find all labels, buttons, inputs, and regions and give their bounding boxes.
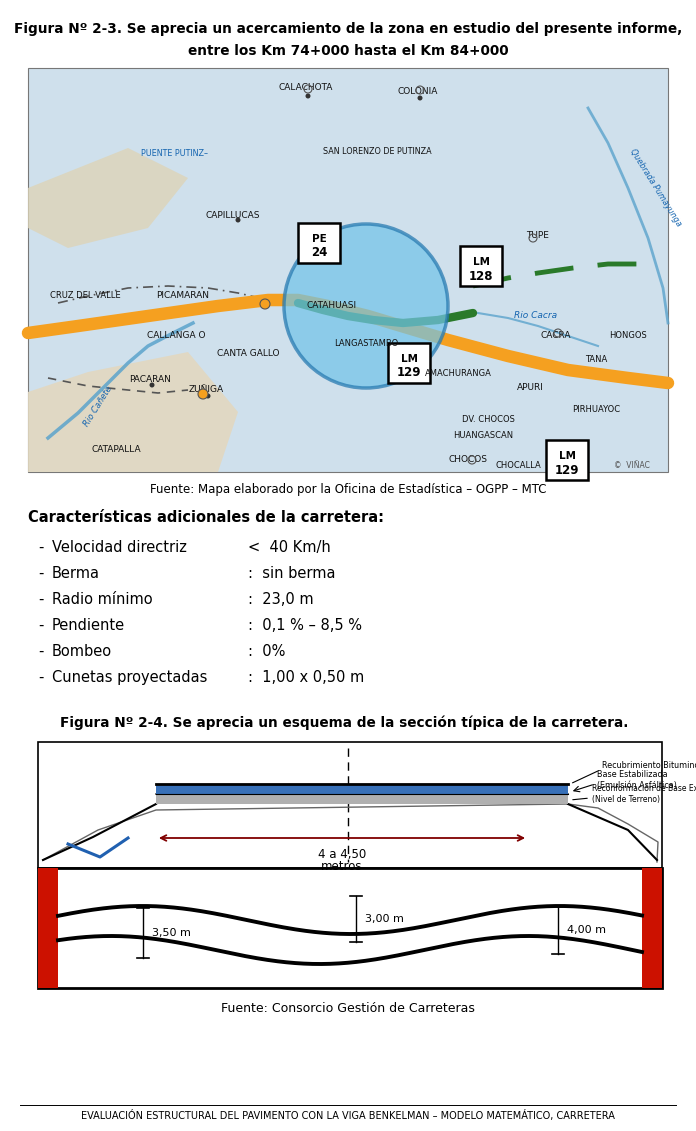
Text: DV. CHOCOS: DV. CHOCOS <box>461 415 514 424</box>
Circle shape <box>284 224 448 388</box>
Text: metros: metros <box>322 860 363 873</box>
Text: LANGASTAMBO: LANGASTAMBO <box>334 338 398 347</box>
Text: Fuente: Consorcio Gestión de Carreteras: Fuente: Consorcio Gestión de Carreteras <box>221 1002 475 1015</box>
Text: CATAPALLA: CATAPALLA <box>91 446 141 455</box>
Text: TANA: TANA <box>585 355 607 364</box>
Bar <box>156 794 568 804</box>
Text: Figura Nº 2-4. Se aprecia un esquema de la sección típica de la carretera.: Figura Nº 2-4. Se aprecia un esquema de … <box>60 716 628 731</box>
Bar <box>38 742 662 867</box>
Text: 3,50 m: 3,50 m <box>152 929 191 938</box>
FancyBboxPatch shape <box>546 440 588 480</box>
Text: Velocidad directriz: Velocidad directriz <box>52 539 187 555</box>
Polygon shape <box>28 148 188 248</box>
Text: 129: 129 <box>555 464 579 476</box>
Text: Base Estabilizada
(Emulsión Asfáltica): Base Estabilizada (Emulsión Asfáltica) <box>597 770 677 789</box>
Text: HONGOS: HONGOS <box>609 331 647 340</box>
Text: APURI: APURI <box>516 383 544 392</box>
Text: 4,00 m: 4,00 m <box>567 925 606 935</box>
Polygon shape <box>28 352 238 472</box>
Text: CACRA: CACRA <box>541 331 571 340</box>
Text: PICAMARAN: PICAMARAN <box>157 292 209 301</box>
Text: AMACHURANGA: AMACHURANGA <box>425 369 491 378</box>
Text: Recubrimiento Bituminoso: Recubrimiento Bituminoso <box>602 761 696 770</box>
Text: Rio Cacra: Rio Cacra <box>514 311 557 320</box>
FancyBboxPatch shape <box>460 247 502 286</box>
Text: :  0%: : 0% <box>248 644 285 659</box>
Text: SAN LORENZO DE PUTINZA: SAN LORENZO DE PUTINZA <box>323 147 432 155</box>
Text: Figura Nº 2-3. Se aprecia un acercamiento de la zona en estudio del presente inf: Figura Nº 2-3. Se aprecia un acercamient… <box>14 21 682 36</box>
Circle shape <box>235 217 241 223</box>
Circle shape <box>198 389 208 399</box>
Text: CHOCALLA: CHOCALLA <box>495 461 541 470</box>
Circle shape <box>150 382 155 388</box>
Text: 129: 129 <box>397 366 421 380</box>
Text: <  40 Km/h: < 40 Km/h <box>248 539 331 555</box>
Text: entre los Km 74+000 hasta el Km 84+000: entre los Km 74+000 hasta el Km 84+000 <box>188 44 508 58</box>
Text: PUENTE PUTINZ–: PUENTE PUTINZ– <box>141 148 208 157</box>
Circle shape <box>260 299 270 309</box>
Text: COLONIA: COLONIA <box>398 87 438 96</box>
Text: PACARAN: PACARAN <box>129 375 171 385</box>
Text: HUANGASCAN: HUANGASCAN <box>453 432 513 440</box>
Text: :  23,0 m: : 23,0 m <box>248 592 314 607</box>
Text: LM: LM <box>558 451 576 461</box>
Bar <box>28 68 668 472</box>
Text: PE: PE <box>312 234 326 244</box>
Text: PIRHUAYOC: PIRHUAYOC <box>572 406 620 414</box>
Text: Radio mínimo: Radio mínimo <box>52 592 152 607</box>
Bar <box>156 784 568 794</box>
Text: -: - <box>38 566 43 581</box>
Text: -: - <box>38 670 43 685</box>
Text: EVALUACIÓN ESTRUCTURAL DEL PAVIMENTO CON LA VIGA BENKELMAN – MODELO MATEMÁTICO, : EVALUACIÓN ESTRUCTURAL DEL PAVIMENTO CON… <box>81 1110 615 1121</box>
Text: 24: 24 <box>311 247 327 259</box>
Text: -: - <box>38 644 43 659</box>
Text: Fuente: Mapa elaborado por la Oficina de Estadística – OGPP – MTC: Fuente: Mapa elaborado por la Oficina de… <box>150 483 546 497</box>
Text: Pendiente: Pendiente <box>52 618 125 633</box>
Text: CRUZ DEL VALLE: CRUZ DEL VALLE <box>50 292 120 301</box>
Text: Reconformación de Base Existente
(Nivel de Terreno): Reconformación de Base Existente (Nivel … <box>592 784 696 804</box>
Text: Berma: Berma <box>52 566 100 581</box>
Circle shape <box>418 95 422 101</box>
Text: Quebrada Pumayunga: Quebrada Pumayunga <box>628 148 683 228</box>
Text: 128: 128 <box>468 269 493 283</box>
Text: Bombeo: Bombeo <box>52 644 112 659</box>
Text: :  0,1 % – 8,5 %: : 0,1 % – 8,5 % <box>248 618 362 633</box>
Text: CHOCOS: CHOCOS <box>448 456 487 465</box>
Text: :  1,00 x 0,50 m: : 1,00 x 0,50 m <box>248 670 364 685</box>
FancyBboxPatch shape <box>388 343 430 383</box>
Text: 4 a 4,50: 4 a 4,50 <box>318 848 366 861</box>
Text: ZUÑIGA: ZUÑIGA <box>189 386 223 395</box>
Text: CALLANGA O: CALLANGA O <box>147 331 205 340</box>
Text: -: - <box>38 539 43 555</box>
Text: CAPILLUCAS: CAPILLUCAS <box>206 211 260 221</box>
Text: CALACHOTA: CALACHOTA <box>279 84 333 93</box>
Text: -: - <box>38 592 43 607</box>
Text: CANTA GALLO: CANTA GALLO <box>216 348 279 357</box>
Text: Características adicionales de la carretera:: Características adicionales de la carret… <box>28 510 384 525</box>
Circle shape <box>306 94 310 98</box>
Text: ©  VIÑAC: © VIÑAC <box>614 461 650 470</box>
Text: CATAHUASI: CATAHUASI <box>307 302 357 311</box>
Text: LM: LM <box>400 354 418 364</box>
Text: LM: LM <box>473 257 489 267</box>
Text: :  sin berma: : sin berma <box>248 566 335 581</box>
Text: 3,00 m: 3,00 m <box>365 914 404 924</box>
Circle shape <box>205 394 210 398</box>
Bar <box>642 867 662 988</box>
Text: TUPE: TUPE <box>527 232 549 241</box>
Bar <box>38 867 662 988</box>
FancyBboxPatch shape <box>298 223 340 264</box>
Bar <box>38 867 58 988</box>
Text: -: - <box>38 618 43 633</box>
Text: Rio Cañete: Rio Cañete <box>82 385 114 428</box>
Text: Cunetas proyectadas: Cunetas proyectadas <box>52 670 207 685</box>
